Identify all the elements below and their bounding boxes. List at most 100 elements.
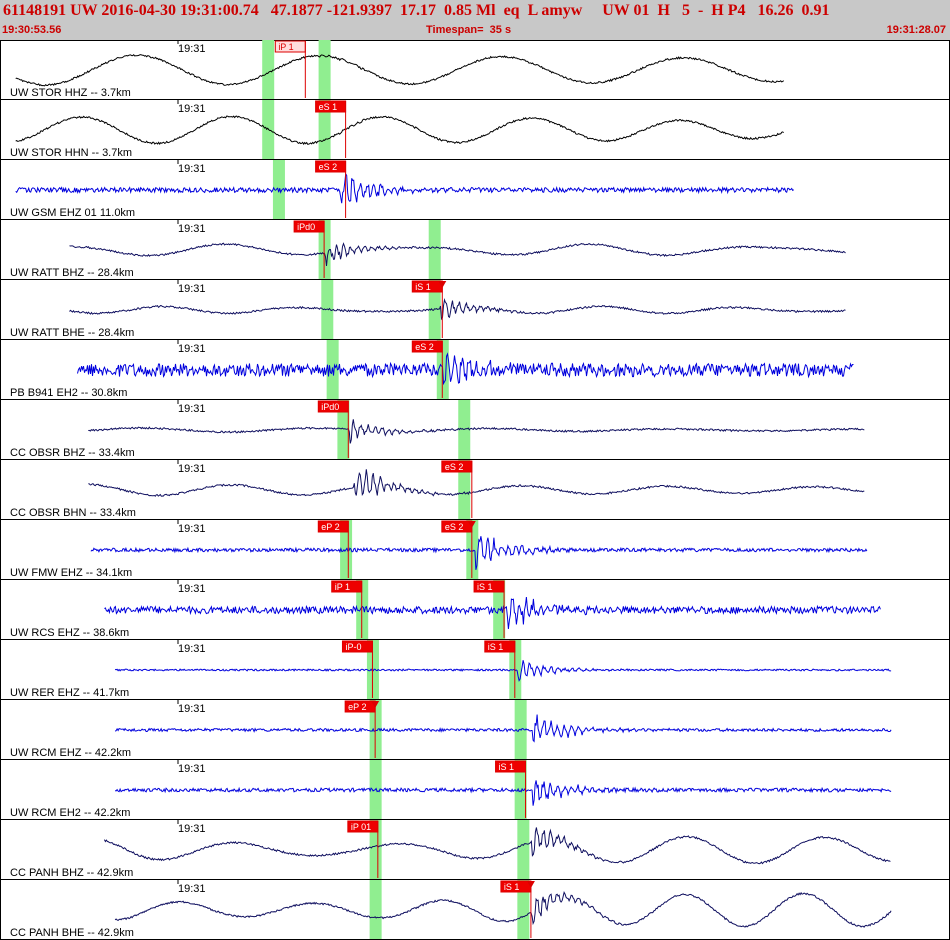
event-title: 61148191 UW 2016-04-30 19:31:00.74 47.18…	[3, 2, 830, 19]
phase-highlight	[517, 820, 530, 880]
start-time-label: 19:30:53.56	[2, 24, 62, 36]
pick-label: iP 1	[335, 582, 350, 592]
waveform-line	[15, 172, 794, 204]
trace-row: iPd0 19:31 CC OBSR BHZ -- 33.4km	[0, 400, 950, 460]
pick-label: eS 2	[319, 162, 338, 172]
time-tick-label: 19:31	[178, 883, 206, 895]
waveform-line	[88, 469, 865, 497]
trace-row: eS 2 19:31 UW GSM EHZ 01 11.0km	[0, 160, 950, 220]
time-tick-label: 19:31	[178, 523, 206, 535]
station-label: UW STOR HHZ -- 3.7km	[10, 87, 131, 99]
waveform-line	[104, 597, 881, 630]
trace-row: iS 1 19:31 CC PANH BHE -- 42.9km	[0, 880, 950, 940]
timespan-label: Timespan= 35 s	[426, 24, 512, 36]
time-tick-label: 19:31	[178, 343, 206, 355]
trace-row: eP 2 eS 2 19:31 UW FMW EHZ -- 34.1km	[0, 520, 950, 580]
header-bar: 61148191 UW 2016-04-30 19:31:00.74 47.18…	[0, 0, 950, 41]
trace-row: eP 2 19:31 UW RCM EHZ -- 42.2km	[0, 700, 950, 760]
phase-highlight	[262, 40, 275, 100]
station-label: UW RATT BHZ -- 28.4km	[10, 267, 134, 279]
time-tick-label: 19:31	[178, 583, 206, 595]
time-tick-label: 19:31	[178, 223, 206, 235]
phase-highlight	[458, 400, 471, 460]
waveform-line	[114, 714, 892, 743]
waveform-line	[69, 298, 846, 321]
trace-row: iP 01 19:31 CC PANH BHZ -- 42.9km	[0, 820, 950, 880]
phase-highlight	[318, 100, 331, 160]
time-tick-label: 19:31	[178, 43, 206, 55]
pick-label: eS 2	[415, 342, 434, 352]
trace-row: iP 1 iS 1 19:31 UW RCS EHZ -- 38.6km	[0, 580, 950, 640]
station-label: UW RCS EHZ -- 38.6km	[10, 627, 129, 639]
pick-label: eS 2	[445, 462, 464, 472]
waveform-line	[103, 827, 891, 865]
phase-highlight	[369, 760, 382, 820]
trace-row: iS 1 19:31 UW RATT BHE -- 28.4km	[0, 280, 950, 340]
phase-highlight	[369, 820, 382, 880]
phase-highlight	[369, 880, 382, 940]
waveform-line	[15, 115, 784, 146]
trace-row: iP 1 19:31 UW STOR HHZ -- 3.7km	[0, 40, 950, 100]
pick-label: iP-0	[345, 642, 361, 652]
phase-highlight	[514, 760, 527, 820]
waveform-line	[77, 352, 854, 386]
phase-highlight	[428, 220, 441, 280]
pick-label: eP 2	[321, 522, 339, 532]
trace-row: eS 2 19:31 CC OBSR BHN -- 33.4km	[0, 460, 950, 520]
station-label: UW RCM EH2 -- 42.2km	[10, 807, 130, 819]
station-label: UW RER EHZ -- 41.7km	[10, 687, 129, 699]
time-tick-label: 19:31	[178, 703, 206, 715]
phase-highlight	[262, 100, 275, 160]
station-label: CC OBSR BHN -- 33.4km	[10, 507, 136, 519]
waveform-line	[69, 242, 846, 266]
pick-label: iS 1	[488, 642, 504, 652]
time-tick-label: 19:31	[178, 103, 206, 115]
pick-label: iPd0	[321, 402, 339, 412]
pick-label: iS 1	[415, 282, 431, 292]
trace-row: iP-0 iS 1 19:31 UW RER EHZ -- 41.7km	[0, 640, 950, 700]
time-tick-label: 19:31	[178, 403, 206, 415]
time-tick-label: 19:31	[178, 823, 206, 835]
station-label: UW RCM EHZ -- 42.2km	[10, 747, 131, 759]
phase-highlight	[428, 280, 441, 340]
pick-marker	[371, 701, 380, 708]
phase-highlight	[517, 880, 530, 940]
trace-row: eS 1 19:31 UW STOR HHN -- 3.7km	[0, 100, 950, 160]
phase-highlight	[318, 40, 331, 100]
station-label: UW RATT BHE -- 28.4km	[10, 327, 134, 339]
time-tick-label: 19:31	[178, 163, 206, 175]
end-time-label: 19:31:28.07	[886, 24, 946, 36]
time-tick-label: 19:31	[178, 643, 206, 655]
time-tick-label: 19:31	[178, 763, 206, 775]
pick-label: eS 2	[445, 522, 464, 532]
waveform-line	[114, 660, 892, 682]
pick-marker	[438, 281, 447, 288]
time-tick-label: 19:31	[178, 283, 206, 295]
time-tick-label: 19:31	[178, 463, 206, 475]
pick-label: iS 1	[477, 582, 493, 592]
station-label: CC PANH BHE -- 42.9km	[10, 927, 134, 939]
trace-row: iPd0 19:31 UW RATT BHZ -- 28.4km	[0, 220, 950, 280]
pick-label: iS 1	[499, 762, 515, 772]
trace-row: iS 1 19:31 UW RCM EH2 -- 42.2km	[0, 760, 950, 820]
station-label: CC PANH BHZ -- 42.9km	[10, 867, 133, 879]
pick-label: iS 1	[504, 882, 520, 892]
waveform-line	[15, 53, 785, 87]
pick-marker	[526, 881, 535, 888]
phase-highlight	[321, 280, 334, 340]
waveform-line	[114, 891, 892, 928]
waveform-line	[88, 419, 865, 444]
phase-highlight	[337, 400, 350, 460]
station-label: UW FMW EHZ -- 34.1km	[10, 567, 132, 579]
station-label: UW GSM EHZ 01 11.0km	[10, 207, 135, 219]
waveform-line	[90, 536, 868, 570]
pick-label: eP 2	[348, 702, 366, 712]
station-label: CC OBSR BHZ -- 33.4km	[10, 447, 135, 459]
seismogram-panel[interactable]: iP 1 19:31 UW STOR HHZ -- 3.7km eS 1 19:31 UW…	[0, 40, 950, 940]
pick-label: iP 01	[351, 822, 371, 832]
waveform-line	[114, 780, 892, 806]
pick-label: iP 1	[278, 42, 293, 52]
phase-highlight	[458, 460, 471, 520]
station-label: UW STOR HHN -- 3.7km	[10, 147, 132, 159]
pick-label: iPd0	[297, 222, 315, 232]
